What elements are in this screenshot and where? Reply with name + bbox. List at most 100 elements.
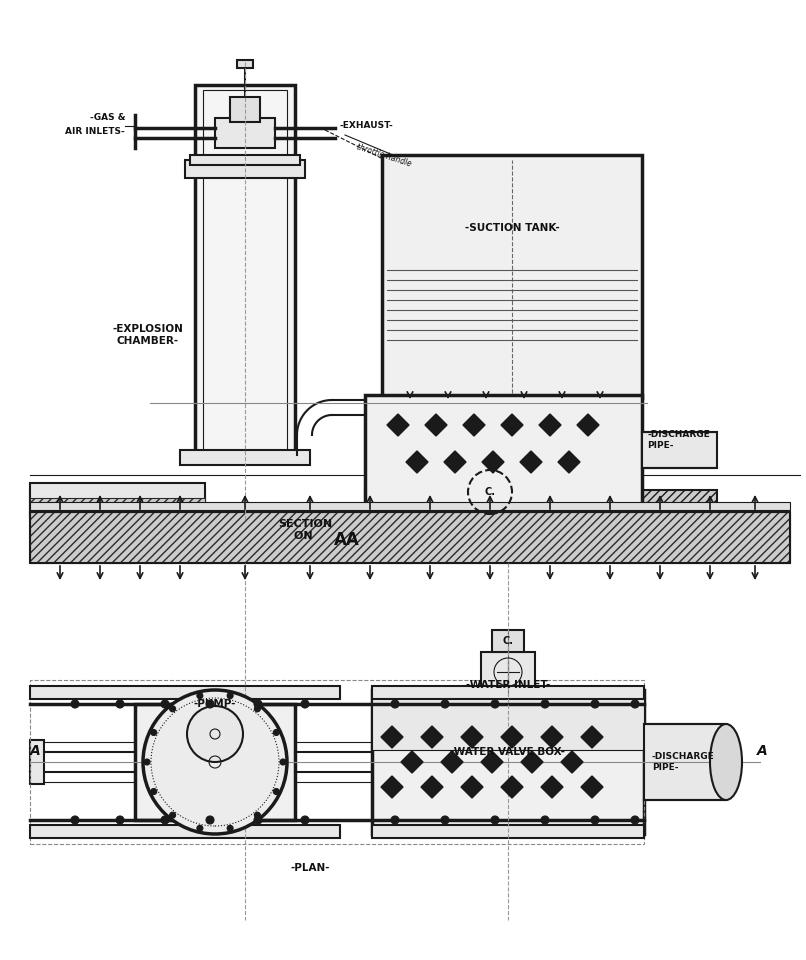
Text: -DISCHARGE
PIPE-: -DISCHARGE PIPE- xyxy=(652,753,715,772)
Text: -PUMP-: -PUMP- xyxy=(193,699,236,709)
Polygon shape xyxy=(521,751,543,773)
Circle shape xyxy=(116,700,124,708)
Polygon shape xyxy=(463,414,485,436)
Circle shape xyxy=(161,816,169,824)
Text: -DISCHARGE
PIPE-: -DISCHARGE PIPE- xyxy=(647,430,710,449)
Text: A: A xyxy=(757,744,767,758)
Polygon shape xyxy=(421,726,443,748)
Bar xyxy=(215,118,275,148)
Circle shape xyxy=(151,788,156,795)
Circle shape xyxy=(280,759,286,765)
Polygon shape xyxy=(421,776,443,798)
Circle shape xyxy=(227,693,233,699)
Circle shape xyxy=(391,700,399,708)
Bar xyxy=(30,512,790,563)
Polygon shape xyxy=(461,776,483,798)
Text: -WATER INLET-: -WATER INLET- xyxy=(466,680,550,690)
Polygon shape xyxy=(558,451,580,473)
Polygon shape xyxy=(441,751,463,773)
Circle shape xyxy=(206,816,214,824)
Text: -EXHAUST-: -EXHAUST- xyxy=(340,122,394,131)
Polygon shape xyxy=(501,776,523,798)
Text: -EXPLOSION
CHAMBER-: -EXPLOSION CHAMBER- xyxy=(113,324,184,346)
Circle shape xyxy=(161,700,169,708)
Bar xyxy=(185,160,305,178)
Bar xyxy=(30,490,205,515)
Circle shape xyxy=(301,816,309,824)
Bar xyxy=(492,630,524,652)
Polygon shape xyxy=(381,776,403,798)
Polygon shape xyxy=(539,414,561,436)
Bar xyxy=(30,686,340,699)
Polygon shape xyxy=(541,776,563,798)
Circle shape xyxy=(197,693,203,699)
Bar xyxy=(642,432,717,468)
Circle shape xyxy=(255,706,260,711)
Bar xyxy=(237,60,253,68)
Circle shape xyxy=(187,706,243,762)
Text: -GAS &: -GAS & xyxy=(89,113,125,123)
Circle shape xyxy=(144,759,150,765)
Circle shape xyxy=(255,812,260,818)
Ellipse shape xyxy=(710,724,742,800)
Circle shape xyxy=(197,826,203,831)
Bar xyxy=(365,490,717,515)
Text: throttle handle: throttle handle xyxy=(355,142,412,168)
Bar xyxy=(195,85,295,455)
Bar xyxy=(30,502,790,510)
Polygon shape xyxy=(461,726,483,748)
Circle shape xyxy=(227,826,233,831)
Bar xyxy=(30,498,205,518)
Circle shape xyxy=(541,700,549,708)
Bar xyxy=(644,724,726,800)
Circle shape xyxy=(169,812,176,818)
Polygon shape xyxy=(381,726,403,748)
Bar xyxy=(30,512,790,563)
Text: -PLAN-: -PLAN- xyxy=(290,863,330,873)
Polygon shape xyxy=(501,726,523,748)
Circle shape xyxy=(143,690,287,834)
Bar xyxy=(180,450,310,465)
Circle shape xyxy=(273,788,279,795)
Bar xyxy=(190,155,300,165)
Bar xyxy=(372,690,644,750)
Circle shape xyxy=(441,700,449,708)
Text: C.: C. xyxy=(484,487,496,497)
Polygon shape xyxy=(520,451,542,473)
Bar xyxy=(372,686,644,699)
Circle shape xyxy=(71,816,79,824)
Circle shape xyxy=(273,730,279,735)
Circle shape xyxy=(591,700,599,708)
Polygon shape xyxy=(577,414,599,436)
Text: A: A xyxy=(30,744,40,758)
Circle shape xyxy=(71,700,79,708)
Polygon shape xyxy=(387,414,409,436)
Polygon shape xyxy=(401,751,423,773)
Bar xyxy=(135,704,295,820)
Text: AA: AA xyxy=(334,531,359,549)
Text: C.: C. xyxy=(502,636,513,646)
Bar xyxy=(30,825,340,838)
Bar xyxy=(230,97,260,122)
Text: AIR INLETS-: AIR INLETS- xyxy=(65,128,125,136)
Bar xyxy=(372,690,644,834)
Bar xyxy=(30,680,644,844)
Text: SECTION
ON: SECTION ON xyxy=(278,519,332,540)
Circle shape xyxy=(206,700,214,708)
Polygon shape xyxy=(482,451,504,473)
Polygon shape xyxy=(406,451,428,473)
Bar xyxy=(203,90,287,455)
Bar xyxy=(365,395,642,505)
Circle shape xyxy=(169,706,176,711)
Polygon shape xyxy=(444,451,466,473)
Circle shape xyxy=(391,816,399,824)
Bar xyxy=(30,740,44,784)
Circle shape xyxy=(631,816,639,824)
Circle shape xyxy=(441,816,449,824)
Circle shape xyxy=(254,700,262,708)
Circle shape xyxy=(491,816,499,824)
Polygon shape xyxy=(561,751,583,773)
Polygon shape xyxy=(425,414,447,436)
Circle shape xyxy=(254,816,262,824)
Polygon shape xyxy=(581,776,603,798)
